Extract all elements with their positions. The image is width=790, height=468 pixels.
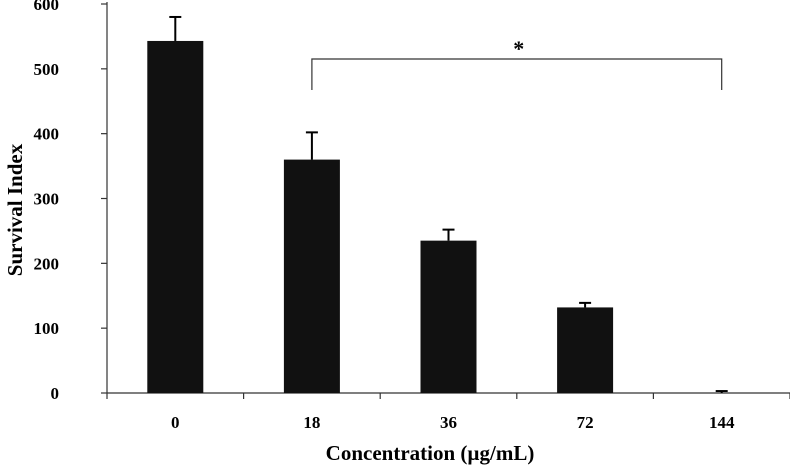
bracket-line	[311, 58, 723, 90]
bar	[147, 40, 204, 394]
y-tick-label: 600	[34, 0, 60, 14]
y-tick-label: 0	[51, 384, 60, 403]
y-tick-label: 400	[34, 125, 60, 144]
significance-label: *	[513, 36, 524, 61]
y-axis: 0 100 200 300 400 500 600	[34, 0, 108, 403]
bar	[420, 240, 477, 393]
y-axis-title: Survival Index	[3, 143, 27, 276]
significance-bracket: *	[311, 36, 723, 90]
bar	[557, 307, 614, 393]
x-axis-title: Concentration (µg/mL)	[326, 441, 535, 465]
y-tick-label: 200	[34, 254, 60, 273]
y-tick-label: 300	[34, 190, 60, 209]
y-tick-label: 100	[34, 319, 60, 338]
x-tick-label: 144	[709, 413, 735, 432]
x-tick-label: 0	[171, 413, 180, 432]
bar	[283, 159, 340, 393]
bars	[147, 40, 614, 394]
x-tick-label: 36	[440, 413, 457, 432]
x-tick-label: 18	[303, 413, 320, 432]
x-tick-label: 72	[577, 413, 594, 432]
error-bars	[169, 15, 728, 393]
x-axis: 0 18 36 72 144	[106, 392, 790, 432]
y-tick-label: 500	[34, 60, 60, 79]
